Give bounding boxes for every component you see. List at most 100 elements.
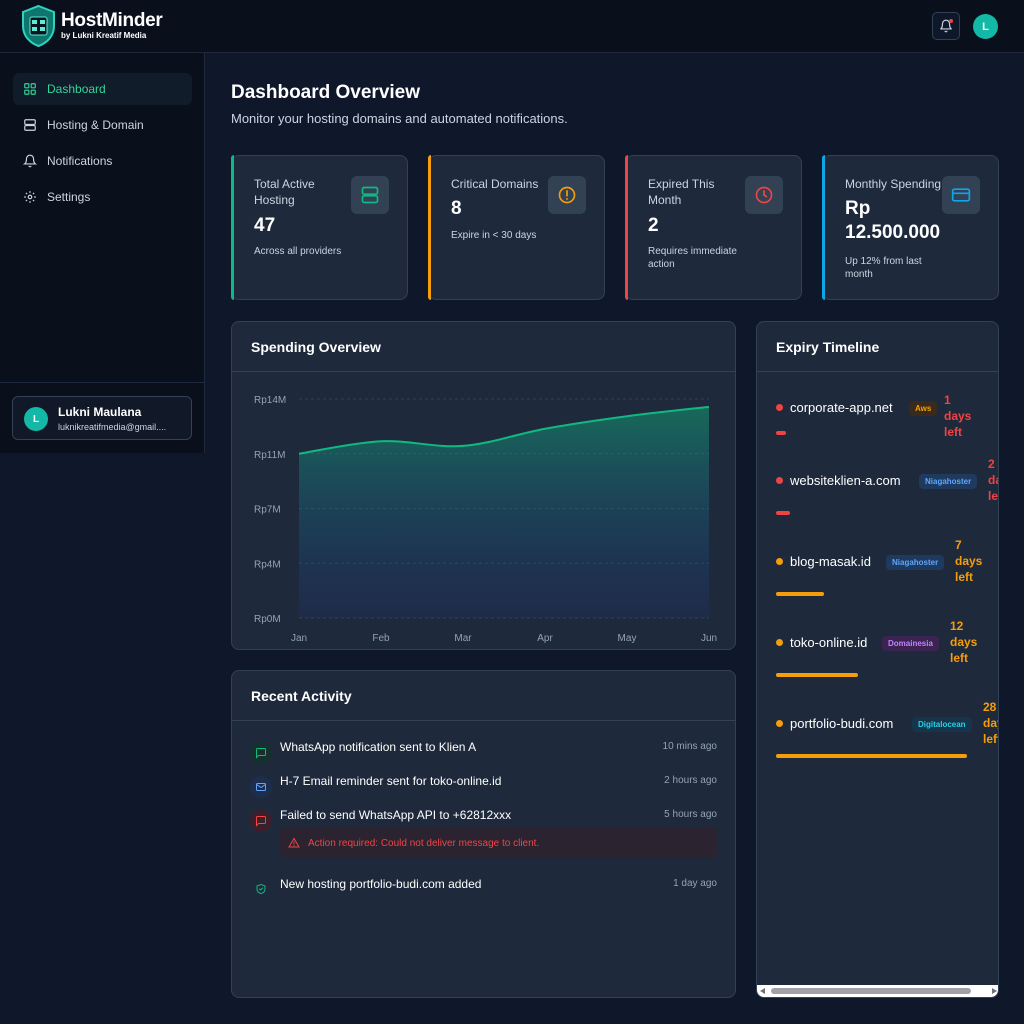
- stat-icon-box: [745, 176, 783, 214]
- status-dot: [776, 404, 783, 411]
- activity-time: 1 day ago: [673, 878, 717, 889]
- panel-header: Expiry Timeline: [757, 322, 998, 372]
- stat-label: Expired This Month: [648, 177, 715, 207]
- provider-badge: Niagahoster: [919, 474, 978, 489]
- timeline-domain: portfolio-budi.com: [790, 716, 894, 731]
- timeline-domain: toko-online.id: [790, 635, 868, 650]
- stat-value: 2: [648, 215, 659, 236]
- hostminder-logo-icon[interactable]: [20, 4, 57, 48]
- status-dot: [776, 477, 783, 484]
- y-tick-label: Rp0M: [254, 614, 281, 625]
- x-tick-label: Jan: [291, 633, 307, 644]
- bell-icon: [23, 154, 37, 168]
- brand-name: HostMinder: [61, 10, 163, 31]
- provider-badge: Domainesia: [882, 636, 939, 651]
- stat-value: Rp 12.500.000: [845, 198, 941, 243]
- stat-icon-box: [942, 176, 980, 214]
- server-icon: [361, 186, 379, 204]
- activity-text: Failed to send WhatsApp API to +62812xxx: [280, 808, 512, 822]
- user-avatar[interactable]: L: [973, 14, 998, 39]
- days-left: 12 days left: [950, 618, 977, 666]
- expiry-progress-bar: [776, 511, 790, 515]
- panel-header: Recent Activity: [232, 671, 735, 721]
- scroll-right-icon[interactable]: [992, 988, 997, 994]
- expiry-progress-bar: [776, 592, 824, 596]
- timeline-domain: corporate-app.net: [790, 400, 893, 415]
- provider-badge: Digitalocean: [912, 717, 972, 732]
- x-tick-label: Jun: [701, 633, 717, 644]
- horizontal-scrollbar[interactable]: [757, 985, 998, 997]
- days-left-line: 1 days: [944, 393, 972, 423]
- days-left-line: 7: [955, 538, 962, 552]
- sidebar-item-label: Dashboard: [47, 82, 106, 96]
- scrollbar-thumb[interactable]: [771, 988, 971, 994]
- sidebar-item-hosting-domain[interactable]: Hosting & Domain: [13, 109, 192, 141]
- activity-text: WhatsApp notification sent to Klien A: [280, 740, 477, 754]
- user-profile-card[interactable]: L Lukni Maulana luknikreatifmedia@gmail.…: [12, 396, 192, 440]
- server-icon: [24, 119, 36, 131]
- stat-icon-box: [548, 176, 586, 214]
- stat-icon-box: [351, 176, 389, 214]
- days-left: 7 days left: [955, 537, 982, 585]
- top-bar: HostMinder by Lukni Kreatif Media L: [0, 0, 1024, 53]
- days-left-line: lef: [988, 489, 999, 503]
- stat-note: Across all providers: [254, 246, 342, 257]
- user-name: Lukni Maulana: [58, 405, 142, 419]
- shield-check-icon: [250, 878, 272, 900]
- days-left: 2 da lef: [988, 456, 999, 504]
- status-dot: [776, 720, 783, 727]
- recent-activity-panel: Recent Activity WhatsApp notification se…: [231, 670, 736, 998]
- days-left: 28 day left: [983, 699, 998, 747]
- days-left-line: 12: [950, 619, 964, 633]
- days-left-line: left: [983, 732, 998, 746]
- stat-label: Total Active Hosting: [254, 177, 315, 207]
- expiry-timeline-panel: Expiry Timeline corporate-app.net Aws 1 …: [756, 321, 999, 998]
- timeline-domain: websiteklien-a.com: [790, 473, 901, 488]
- y-tick-label: Rp14M: [254, 395, 286, 406]
- x-tick-label: May: [618, 633, 637, 644]
- stat-card-monthly-spending: Monthly Spending Rp 12.500.000 Up 12% fr…: [822, 155, 999, 300]
- credit-card-icon: [951, 188, 971, 202]
- stat-value: 47: [254, 215, 276, 236]
- avatar: L: [24, 407, 48, 431]
- notifications-button[interactable]: [932, 12, 960, 40]
- provider-badge: Aws: [909, 401, 938, 416]
- spending-overview-panel: Spending Overview Rp0M Rp4M Rp7M Rp11M Rp14M…: [231, 321, 736, 650]
- chat-icon: [250, 742, 272, 764]
- sidebar-item-notifications[interactable]: Notifications: [13, 145, 192, 177]
- brand-subtitle: by Lukni Kreatif Media: [61, 31, 147, 40]
- sidebar: Dashboard Hosting & Domain Notifications…: [0, 53, 205, 453]
- chat-error-icon: [250, 810, 272, 832]
- expiry-progress-bar: [776, 754, 967, 758]
- days-left-line: left: [944, 425, 962, 439]
- spending-area-fill: [299, 406, 709, 618]
- days-left-line: left: [950, 651, 968, 665]
- stat-card-expired-this-month: Expired This Month 2 Requires immediate …: [625, 155, 802, 300]
- activity-text: New hosting portfolio-budi.com added: [280, 877, 482, 891]
- mail-icon: [250, 776, 272, 798]
- panel-title: Spending Overview: [251, 339, 381, 355]
- days-left: 1 days left: [944, 392, 971, 440]
- stat-label: Critical Domains: [451, 177, 539, 191]
- scroll-left-icon[interactable]: [760, 988, 765, 994]
- alert-circle-icon: [558, 186, 576, 204]
- stat-value: 8: [451, 198, 462, 219]
- stat-note: Up 12% from last month: [845, 256, 922, 280]
- days-left-line: day: [983, 716, 998, 730]
- x-tick-label: Mar: [454, 633, 472, 644]
- spending-series-line: [298, 405, 710, 455]
- panel-title: Recent Activity: [251, 688, 352, 704]
- expiry-progress-bar: [776, 673, 858, 677]
- stat-card-total-active-hosting: Total Active Hosting 47 Across all provi…: [231, 155, 408, 300]
- bell-icon: [940, 19, 952, 33]
- stat-card-critical-domains: Critical Domains 8 Expire in < 30 days: [428, 155, 605, 300]
- activity-time: 10 mins ago: [662, 741, 717, 752]
- sidebar-item-dashboard[interactable]: Dashboard: [13, 73, 192, 105]
- stat-note: Expire in < 30 days: [451, 230, 537, 241]
- days-left-line: da: [988, 473, 998, 487]
- y-tick-label: Rp4M: [254, 559, 281, 570]
- days-left-line: left: [955, 570, 973, 584]
- sidebar-item-settings[interactable]: Settings: [13, 181, 192, 213]
- y-tick-label: Rp11M: [254, 450, 286, 461]
- sidebar-item-label: Notifications: [47, 154, 113, 168]
